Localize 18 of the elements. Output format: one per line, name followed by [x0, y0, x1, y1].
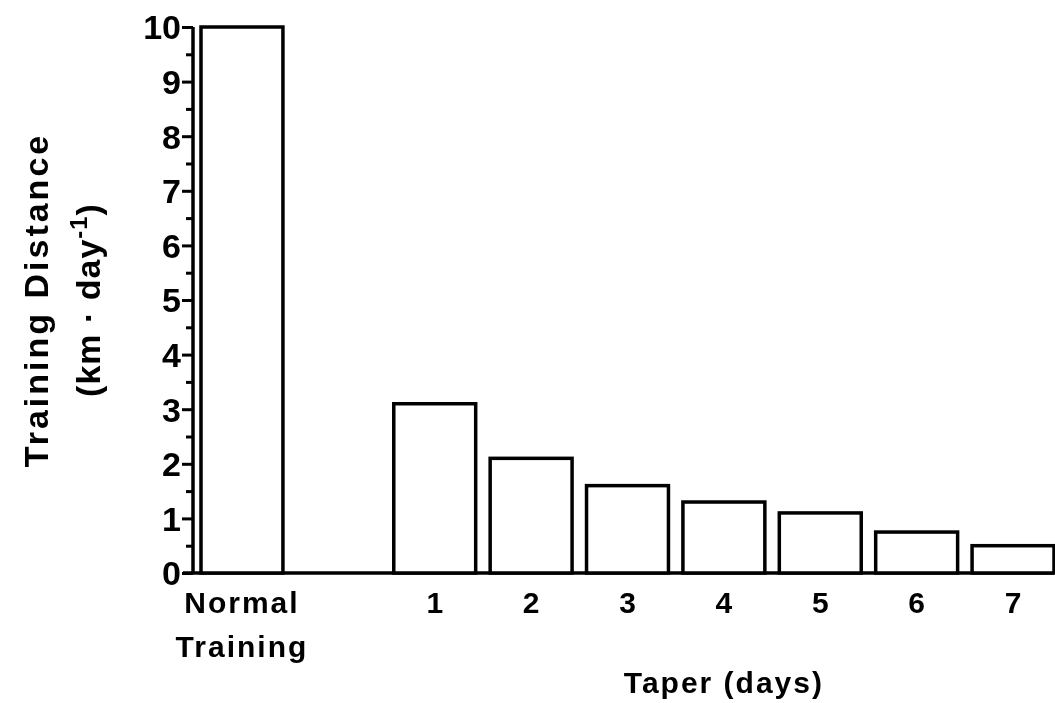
y-tick-label: 1 — [162, 499, 181, 538]
x-axis-title: Taper (days) — [623, 666, 824, 699]
x-tick-label: 6 — [908, 586, 925, 619]
x-tick-label: 2 — [522, 586, 540, 619]
x-tick-label: 5 — [811, 586, 829, 619]
y-tick-label: 3 — [162, 390, 181, 429]
y-tick-label: 10 — [143, 8, 181, 47]
y-tick-label: 5 — [162, 281, 181, 320]
y-tick-label: 4 — [162, 336, 182, 374]
y-tick-label: 8 — [162, 117, 181, 156]
x-tick-label: 1 — [426, 586, 444, 619]
y-tick-label: 7 — [162, 172, 181, 211]
x-tick-label: 4 — [715, 586, 733, 619]
y-tick-label: 2 — [162, 445, 181, 484]
y-tick-label: 6 — [162, 226, 181, 265]
y-tick-label: 9 — [162, 63, 181, 101]
x-tick-label: 7 — [1004, 586, 1022, 619]
x-tick-label: 3 — [619, 586, 636, 619]
